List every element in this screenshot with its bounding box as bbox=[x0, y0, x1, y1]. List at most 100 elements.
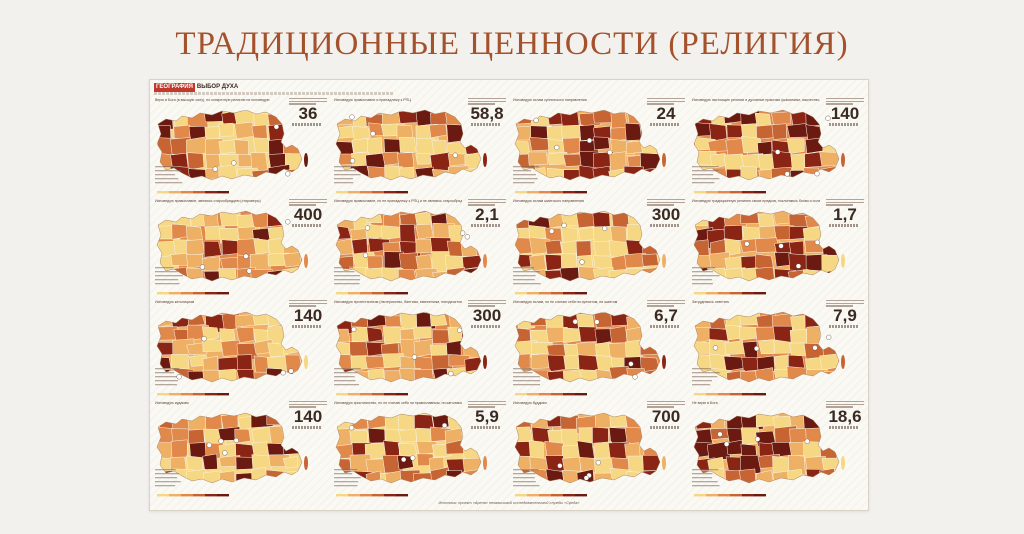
callout-text-line bbox=[334, 469, 358, 471]
map-region bbox=[819, 353, 839, 371]
map-region bbox=[740, 443, 757, 457]
infographic-poster: ГЕОГРАФИЯ ВЫБОР ДУХА Верю в Бога (в высш… bbox=[149, 79, 869, 511]
legend-swatch bbox=[360, 393, 372, 396]
map-outline bbox=[514, 109, 661, 181]
map-region bbox=[266, 367, 284, 382]
region-marker bbox=[351, 326, 357, 333]
map-region bbox=[234, 121, 255, 140]
map-panel-stat-value: 300 bbox=[651, 205, 681, 224]
legend-swatch bbox=[217, 393, 229, 396]
legend-swatch bbox=[372, 393, 384, 396]
region-marker bbox=[452, 152, 458, 158]
map-legend-scale bbox=[336, 494, 408, 497]
stat-unit-label bbox=[650, 123, 680, 126]
map-region bbox=[431, 168, 451, 180]
map-region bbox=[399, 137, 417, 153]
map-island bbox=[483, 254, 487, 268]
legend-swatch bbox=[551, 393, 563, 396]
legend-swatch bbox=[205, 393, 217, 396]
map-island bbox=[483, 355, 487, 369]
map-region bbox=[818, 415, 836, 429]
callout-text-line bbox=[155, 275, 183, 277]
russia-choropleth-map bbox=[155, 311, 308, 396]
map-region bbox=[642, 455, 660, 471]
legend-swatch bbox=[575, 191, 587, 194]
stat-caption-lines bbox=[826, 401, 864, 409]
map-region bbox=[336, 328, 351, 343]
region-marker bbox=[724, 441, 730, 447]
legend-swatch bbox=[336, 191, 348, 194]
legend-swatch bbox=[169, 494, 181, 497]
map-panel-14: Исповедую христианство, но не считаю себ… bbox=[331, 399, 509, 500]
map-region bbox=[772, 470, 790, 483]
map-region bbox=[398, 429, 417, 443]
region-marker bbox=[628, 361, 634, 367]
map-panel-stat-value: 18,6 bbox=[828, 407, 862, 426]
stat-unit-label bbox=[829, 426, 859, 429]
callout-text-line bbox=[513, 166, 539, 168]
region-marker bbox=[464, 234, 470, 240]
callout-text-line bbox=[155, 279, 179, 281]
region-marker bbox=[594, 319, 600, 325]
legend-swatch bbox=[348, 494, 360, 497]
map-panel-title: Верю в Бога (в высшую силу), но конкретн… bbox=[155, 98, 270, 102]
map-region bbox=[413, 326, 432, 339]
callout-text-line bbox=[692, 380, 713, 382]
map-legend-scale bbox=[336, 191, 408, 194]
callout-text-line bbox=[155, 473, 179, 475]
callout-text-line bbox=[692, 368, 712, 370]
map-region bbox=[202, 453, 218, 470]
callout-text-line bbox=[513, 178, 538, 180]
map-region bbox=[821, 254, 839, 274]
map-region bbox=[578, 326, 597, 343]
map-panel-5: Исповедую православие, являюсь старообря… bbox=[152, 197, 330, 298]
map-region bbox=[640, 124, 660, 145]
callout-text-line bbox=[155, 271, 178, 273]
russia-choropleth-map bbox=[155, 412, 308, 497]
map-region bbox=[283, 224, 302, 244]
legend-swatch bbox=[193, 292, 205, 295]
callout-text-line bbox=[334, 275, 361, 277]
legend-swatch bbox=[754, 292, 766, 295]
map-region bbox=[726, 168, 742, 180]
map-region bbox=[754, 112, 772, 127]
map-region bbox=[447, 416, 466, 430]
region-marker bbox=[595, 460, 601, 466]
map-region bbox=[267, 269, 285, 281]
callout-text-line bbox=[692, 182, 715, 184]
map-region bbox=[462, 125, 481, 146]
map-panel-title: Исповедую традиционную религию своих пре… bbox=[692, 199, 820, 203]
map-panel-title: Исповедую католицизм bbox=[155, 300, 195, 304]
region-marker bbox=[362, 252, 369, 258]
map-region bbox=[561, 428, 578, 448]
map-panel-stat-value: 58,8 bbox=[470, 104, 504, 123]
map-region bbox=[820, 212, 839, 233]
map-legend-scale bbox=[694, 191, 766, 194]
map-region bbox=[805, 112, 828, 127]
callout-text-line bbox=[692, 376, 718, 378]
map-region bbox=[624, 122, 643, 141]
legend-swatch bbox=[372, 292, 384, 295]
map-legend-scale bbox=[515, 292, 587, 295]
map-region bbox=[281, 428, 302, 440]
legend-swatch bbox=[706, 494, 718, 497]
legend-swatch bbox=[527, 393, 539, 396]
map-panel-stat-value: 400 bbox=[293, 205, 323, 224]
map-region bbox=[771, 123, 787, 140]
callout-text-line bbox=[155, 380, 179, 382]
map-panel-title: Исповедую православие, являюсь старообря… bbox=[155, 199, 261, 203]
map-region bbox=[218, 122, 234, 137]
map-island bbox=[304, 456, 308, 470]
map-region bbox=[624, 339, 643, 360]
legend-swatch bbox=[348, 292, 360, 295]
map-region bbox=[170, 439, 188, 459]
legend-swatch bbox=[563, 292, 575, 295]
legend-swatch bbox=[169, 393, 181, 396]
legend-swatch bbox=[515, 292, 527, 295]
region-marker bbox=[441, 422, 448, 429]
map-region bbox=[415, 110, 433, 127]
map-legend-scale bbox=[336, 292, 408, 295]
map-region bbox=[802, 269, 824, 281]
map-region bbox=[789, 342, 806, 357]
map-region bbox=[623, 165, 645, 180]
